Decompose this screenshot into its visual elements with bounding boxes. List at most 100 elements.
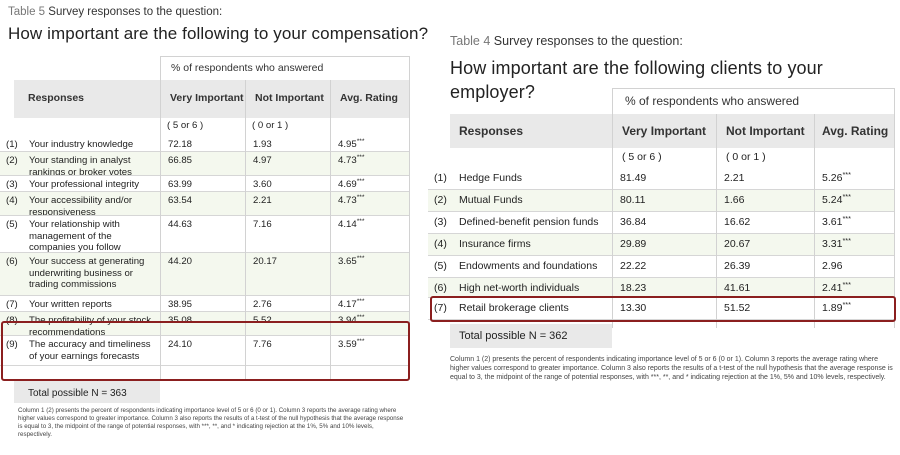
table-title-line-2: employer? (450, 82, 535, 102)
row-number: (2) (434, 194, 447, 206)
highlight-box (430, 296, 896, 322)
sub-very: ( 5 or 6 ) (622, 151, 662, 163)
row-label: High net-worth individuals (459, 282, 580, 294)
cell-very-important: 29.89 (620, 238, 647, 250)
cell-not-important: 2.21 (253, 195, 272, 206)
table-row: (4) Your accessibility and/or responsiven… (0, 192, 410, 216)
table-5: % of respondents who answered Responses … (0, 56, 410, 380)
cell-avg-rating: 3.61*** (822, 214, 852, 228)
cell-very-important: 63.99 (168, 179, 193, 190)
table-row: (9) The accuracy and timeliness of your e… (0, 336, 410, 366)
cell-avg-rating: 5.24*** (822, 192, 852, 206)
cell-avg-rating: 1.89*** (822, 300, 852, 314)
cell-very-important: 38.95 (168, 299, 193, 310)
sub-very: ( 5 or 6 ) (167, 120, 204, 131)
table-row: (3) Defined-benefit pension funds 36.84 16.… (428, 212, 895, 234)
cell-not-important: 20.67 (724, 238, 751, 250)
row-label: Retail brokerage clients (459, 302, 569, 314)
cell-avg-rating: 5.26*** (822, 170, 852, 184)
table-note: Column 1 (2) presents the percent of res… (18, 407, 404, 438)
table-title-line-1: How important are the following clients … (450, 58, 823, 78)
table-note: Column 1 (2) presents the percent of res… (450, 356, 893, 381)
cell-not-important: 1.66 (724, 194, 745, 206)
cell-not-important: 26.39 (724, 260, 751, 272)
table-row: (8) The profitability of your stock recom… (0, 312, 410, 336)
cell-very-important: 80.11 (620, 194, 646, 206)
cell-very-important: 44.20 (168, 256, 193, 267)
cell-not-important: 16.62 (724, 216, 751, 228)
cell-avg-rating: 3.59*** (338, 338, 365, 350)
table-row: (5) Your relationship with management of … (0, 216, 410, 253)
table-row: (1) Your industry knowledge 72.18 1.93 4.95*… (0, 136, 410, 152)
row-number: (3) (6, 179, 18, 190)
row-label: Mutual Funds (459, 194, 523, 206)
cell-avg-rating: 2.41*** (822, 280, 852, 294)
table-4-panel: Table 4 Survey responses to the question… (428, 0, 900, 455)
row-number: (7) (6, 299, 18, 310)
col-very-important: Very Important (170, 92, 244, 104)
table-row: (1) Hedge Funds 81.49 2.21 5.26*** (428, 168, 895, 190)
row-label: Your relationship with management of the… (29, 219, 121, 253)
row-label: Your industry knowledge (29, 139, 134, 150)
sub-not: ( 0 or 1 ) (726, 151, 766, 163)
total-n: Total possible N = 362 (450, 324, 612, 348)
row-label: Your standing in analyst rankings or bro… (29, 155, 132, 176)
cell-avg-rating: 4.95*** (338, 138, 365, 150)
cell-not-important: 3.60 (253, 179, 272, 190)
table-title: How important are the following to your … (8, 24, 429, 43)
row-number: (9) (6, 339, 18, 350)
cell-very-important: 35.08 (168, 315, 193, 326)
col-not-important: Not Important (726, 124, 805, 138)
row-label: Hedge Funds (459, 172, 523, 184)
row-number: (7) (434, 302, 447, 314)
row-label: The profitability of your stock recommen… (29, 315, 152, 336)
row-number: (4) (6, 195, 18, 206)
cell-avg-rating: 4.17*** (338, 298, 365, 310)
row-number: (4) (434, 238, 447, 250)
row-label: Your professional integrity (29, 179, 140, 190)
row-number: (3) (434, 216, 447, 228)
sub-not: ( 0 or 1 ) (252, 120, 289, 131)
cell-very-important: 22.22 (620, 260, 647, 272)
table-row: (6) Your success at generating underwriti… (0, 253, 410, 296)
cell-avg-rating: 4.73*** (338, 194, 365, 206)
row-number: (6) (434, 282, 447, 294)
cell-very-important: 44.63 (168, 219, 193, 230)
row-number: (5) (434, 260, 447, 272)
table-row: (2) Your standing in analyst rankings or … (0, 152, 410, 176)
table-label: Table 4 (450, 34, 491, 48)
cell-very-important: 36.84 (620, 216, 647, 228)
table-caption: Table 5 Survey responses to the question… (8, 6, 222, 18)
subheader-row: ( 5 or 6 ) ( 0 or 1 ) (450, 148, 895, 168)
col-avg-rating: Avg. Rating (822, 124, 889, 138)
cell-not-important: 41.61 (724, 282, 751, 294)
group-header: % of respondents who answered (625, 94, 800, 108)
cell-not-important: 2.21 (724, 172, 745, 184)
col-very-important: Very Important (622, 124, 707, 138)
table-5-panel: Table 5 Survey responses to the question… (0, 0, 428, 455)
cell-very-important: 13.30 (620, 302, 647, 314)
cell-not-important: 20.17 (253, 256, 278, 267)
table-4: % of respondents who answered Responses … (428, 88, 900, 328)
table-label: Table 5 (8, 6, 46, 18)
column-header-row: Responses Very Important Not Important A… (14, 80, 410, 118)
table-caption-text: Survey responses to the question: (493, 34, 683, 48)
cell-not-important: 7.16 (253, 219, 272, 230)
column-header-row: Responses Very Important Not Important A… (450, 114, 895, 148)
group-header: % of respondents who answered (171, 62, 324, 74)
col-responses: Responses (459, 124, 524, 138)
cell-avg-rating: 4.73*** (338, 154, 365, 166)
col-not-important: Not Important (255, 92, 324, 104)
row-label: Your accessibility and/or responsiveness (29, 195, 133, 216)
row-number: (2) (6, 155, 18, 166)
table-row: (7) Retail brokerage clients 13.30 51.52 1.8… (428, 298, 895, 320)
cell-avg-rating: 3.94*** (338, 314, 365, 326)
table-row: (6) High net-worth individuals 18.23 41.61 2… (428, 278, 895, 298)
row-number: (1) (6, 139, 18, 150)
cell-avg-rating: 4.69*** (338, 178, 365, 190)
row-label: Endowments and foundations (459, 260, 598, 272)
row-number: (5) (6, 219, 18, 230)
row-label: Defined-benefit pension funds (459, 216, 599, 228)
cell-very-important: 63.54 (168, 195, 193, 206)
group-header-row: % of respondents who answered (0, 56, 410, 80)
